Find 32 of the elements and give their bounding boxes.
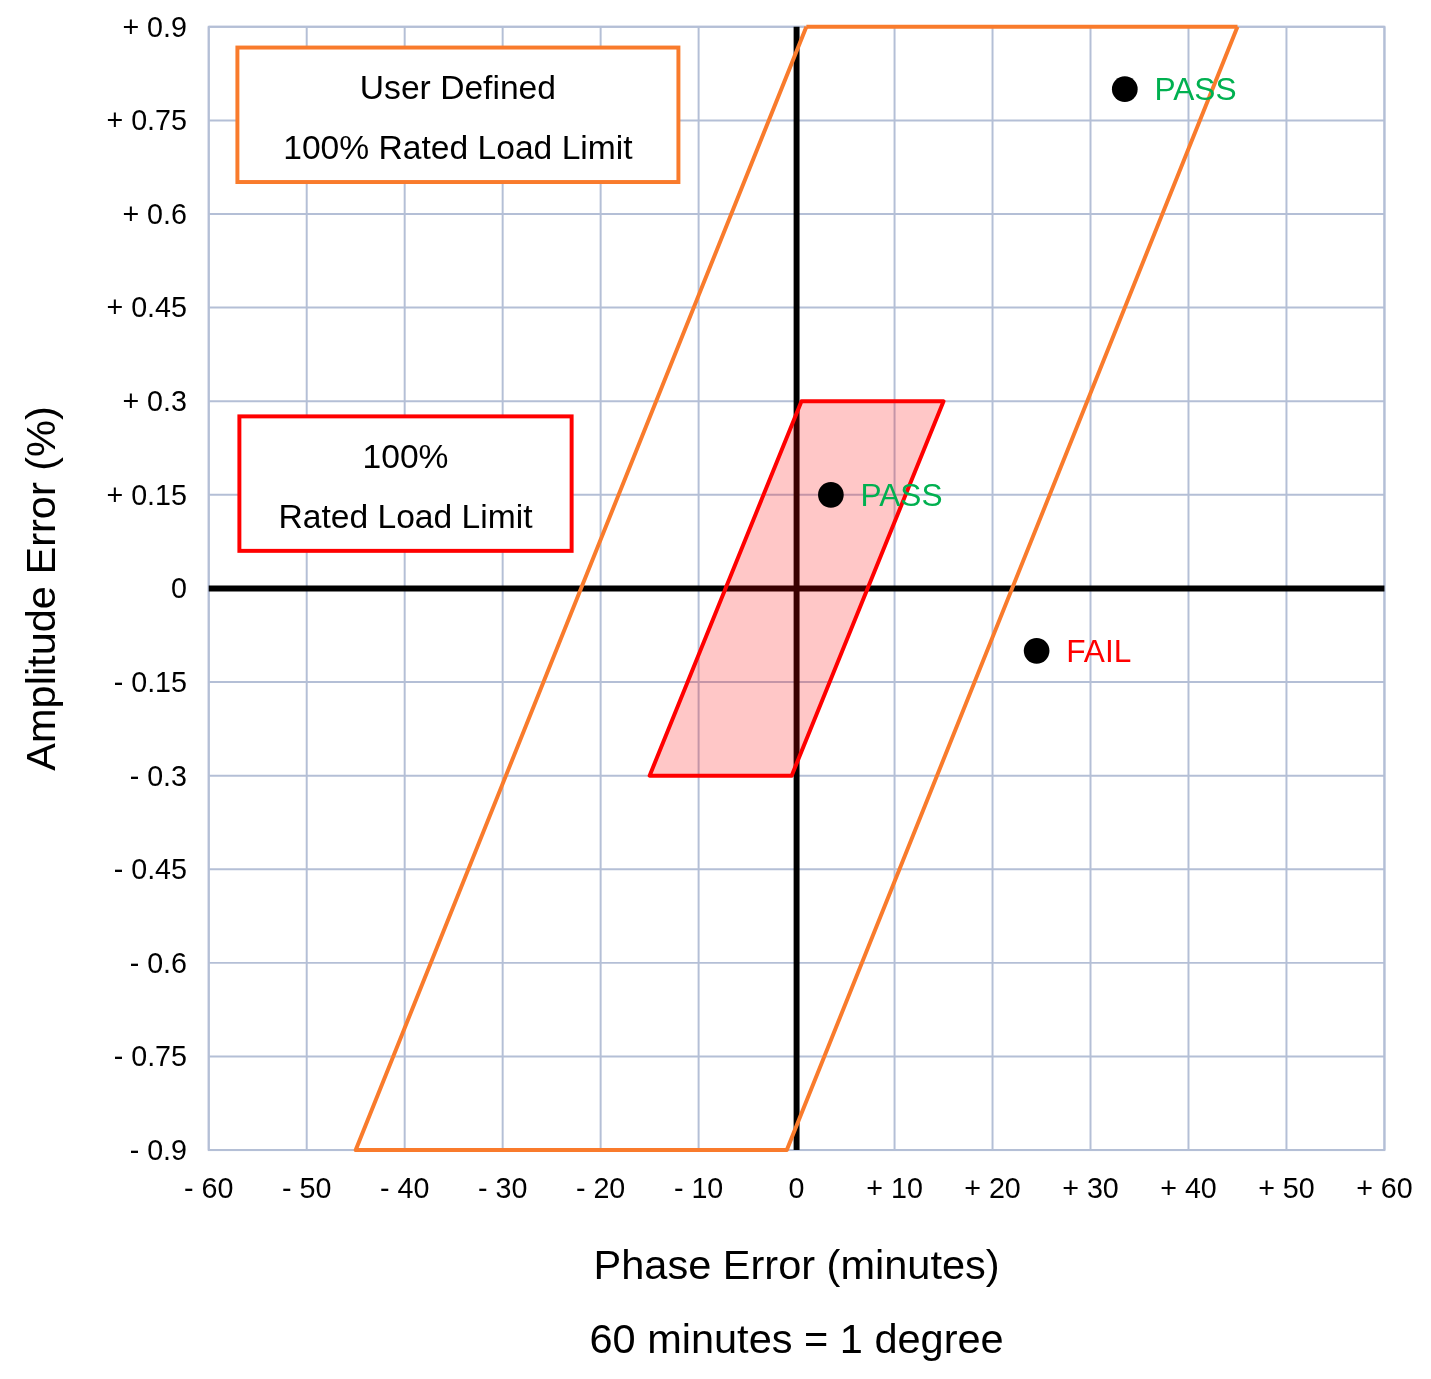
text: 60 minutes = 1 degree bbox=[589, 1314, 1004, 1362]
x-tick-label: + 10 bbox=[866, 1171, 923, 1204]
y-tick-label: - 0.15 bbox=[113, 665, 187, 698]
x-tick-label: - 40 bbox=[379, 1171, 430, 1204]
y-tick-label: + 0.75 bbox=[106, 104, 187, 137]
x-tick-label: - 60 bbox=[184, 1171, 234, 1204]
y-tick-label: - 0.45 bbox=[113, 853, 187, 886]
annotation: User Defined 100% Rated Load Limit bbox=[283, 68, 634, 167]
y-tick-label: + 0.6 bbox=[122, 197, 187, 230]
x-tick-label: - 50 bbox=[282, 1171, 332, 1204]
x-tick-label: + 50 bbox=[1258, 1171, 1315, 1204]
x-axis-title: Phase Error (minutes) bbox=[593, 1240, 1000, 1288]
y-tick-label: + 0.45 bbox=[106, 291, 187, 324]
x-tick-label: + 60 bbox=[1356, 1171, 1413, 1204]
x-tick-label: + 30 bbox=[1062, 1171, 1119, 1204]
y-axis-title: Amplitude Error (%) bbox=[17, 406, 65, 771]
x-tick-label: - 10 bbox=[673, 1171, 724, 1204]
y-tick-label: 0 bbox=[171, 572, 187, 605]
y-tick-label: - 0.9 bbox=[129, 1133, 187, 1166]
annotation: FAIL bbox=[1066, 632, 1132, 669]
x-tick-label: - 20 bbox=[575, 1171, 626, 1204]
x-tick-label: + 40 bbox=[1160, 1171, 1217, 1204]
x-tick-label: 0 bbox=[788, 1171, 805, 1204]
y-tick-label: + 0.3 bbox=[122, 385, 187, 418]
y-tick-label: - 0.3 bbox=[129, 759, 187, 792]
x-tick-label: - 30 bbox=[477, 1171, 528, 1204]
y-tick-label: - 0.6 bbox=[129, 946, 187, 979]
x-tick-label: + 20 bbox=[964, 1171, 1021, 1204]
y-tick-label: - 0.75 bbox=[113, 1040, 187, 1073]
y-tick-label: + 0.9 bbox=[122, 10, 187, 43]
annotation: 100% Rated Load Limit bbox=[278, 437, 534, 536]
y-tick-label: + 0.15 bbox=[106, 478, 187, 511]
